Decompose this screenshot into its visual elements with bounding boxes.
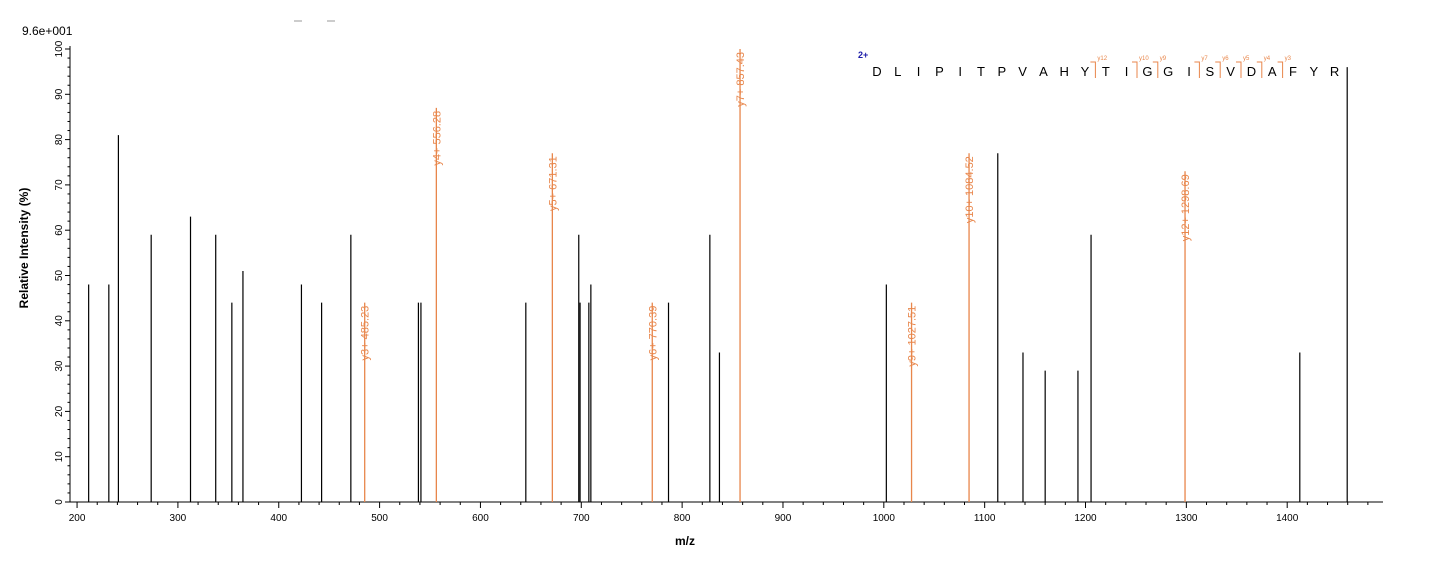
sequence-residue: G — [1163, 64, 1173, 79]
ion-label: y7+ 857.43 — [735, 52, 747, 107]
sequence-residue: H — [1060, 64, 1069, 79]
x-axis-title: m/z — [675, 534, 695, 548]
x-tick-label: 1200 — [1074, 513, 1097, 524]
y-axis: 0 10 20 30 40 50 60 70 80 90 100 — [54, 40, 71, 505]
sequence-residue: T — [1102, 64, 1110, 79]
sequence-residue: P — [935, 64, 944, 79]
fragment-bracket — [1215, 61, 1221, 78]
sequence-residue: D — [872, 64, 881, 79]
x-axis: 200 300 400 500 600 700 800 900 1000 1100 1200 1300… — [69, 501, 1383, 524]
x-tick-label: 600 — [472, 513, 489, 524]
sequence-residue: S — [1205, 64, 1214, 79]
sequence-residue: V — [1018, 64, 1027, 79]
x-tick-label: 300 — [170, 513, 187, 524]
x-tick-label: 1000 — [873, 513, 896, 524]
fragment-ion-label: y10 — [1139, 56, 1149, 62]
sequence-residue: A — [1268, 64, 1277, 79]
fragment-bracket — [1277, 61, 1284, 78]
x-tick-label: 1100 — [974, 513, 996, 524]
x-tick-label: 700 — [573, 513, 590, 524]
y-tick-label: 90 — [54, 88, 65, 100]
sequence-residue: Y — [1081, 64, 1090, 79]
x-tick-label: 800 — [674, 513, 691, 524]
sequence-residue: A — [1039, 64, 1048, 79]
sequence-residue: I — [917, 64, 921, 79]
sequence-residue: D — [1247, 64, 1256, 79]
precursor-charge: 2+ — [858, 50, 868, 60]
sequence-residue: I — [1187, 64, 1191, 79]
y-tick-label: 10 — [54, 451, 65, 463]
fragment-bracket — [1090, 61, 1096, 78]
sequence-residue: I — [958, 64, 962, 79]
x-tick-label: 1300 — [1175, 513, 1198, 524]
sequence-residue: R — [1330, 64, 1339, 79]
fragment-bracket — [1236, 61, 1242, 78]
ion-label: y10+ 1084.52 — [964, 156, 976, 223]
fragment-ion-label: y9 — [1160, 56, 1167, 62]
x-tick-label: 200 — [69, 513, 86, 524]
sequence-residue: G — [1142, 64, 1152, 79]
fragment-bracket — [1194, 61, 1200, 78]
y-tick-label: 30 — [54, 360, 65, 372]
ion-label: y4+ 556.28 — [431, 111, 443, 166]
ion-label: y12+ 1298.69 — [1180, 174, 1192, 241]
peaks-layer — [88, 49, 1348, 502]
intensity-scale-label: 9.6e+001 — [22, 24, 73, 38]
y-axis-title: Relative Intensity (%) — [17, 188, 31, 309]
fragment-bracket — [1132, 61, 1138, 78]
x-tick-label: 500 — [371, 513, 388, 524]
sequence-residue: I — [1125, 64, 1129, 79]
fragment-ion-label: y12 — [1097, 56, 1107, 62]
y-tick-label: 80 — [54, 134, 65, 146]
x-tick-label: 400 — [270, 513, 287, 524]
sequence-residue: L — [894, 64, 901, 79]
x-tick-label: 1400 — [1276, 513, 1299, 524]
ion-labels-layer: y3+ 485.23 y4+ 556.28 y5+ 671.31 y6+ 770.39… — [360, 52, 1192, 367]
fragment-ion-label: y6 — [1222, 56, 1229, 62]
ion-label: y5+ 671.31 — [547, 156, 559, 211]
y-tick-label: 0 — [54, 499, 65, 505]
sequence-residue: F — [1289, 64, 1297, 79]
y-tick-label: 20 — [54, 405, 65, 417]
ion-label: y3+ 485.23 — [360, 306, 372, 361]
fragment-ion-label: y4 — [1264, 56, 1271, 62]
fragment-bracket — [1152, 61, 1159, 78]
ion-label: y9+ 1027.51 — [907, 306, 919, 367]
fragment-ion-label: y5 — [1243, 56, 1250, 62]
sequence-residue: P — [997, 64, 1006, 79]
x-tick-label: 900 — [775, 513, 792, 524]
sequence-residue: V — [1226, 64, 1235, 79]
fragment-bracket — [1256, 61, 1263, 78]
y-tick-label: 70 — [54, 179, 65, 191]
sequence-residue: T — [977, 64, 985, 79]
y-tick-label: 60 — [54, 224, 65, 236]
sequence-residue: Y — [1309, 64, 1318, 79]
ion-label: y6+ 770.39 — [647, 306, 659, 361]
y-tick-label: 40 — [54, 315, 65, 327]
y-tick-label: 100 — [54, 40, 65, 57]
y-tick-label: 50 — [54, 270, 65, 282]
fragment-ion-label: y7 — [1201, 56, 1208, 62]
fragment-ion-label: y3 — [1285, 56, 1292, 62]
